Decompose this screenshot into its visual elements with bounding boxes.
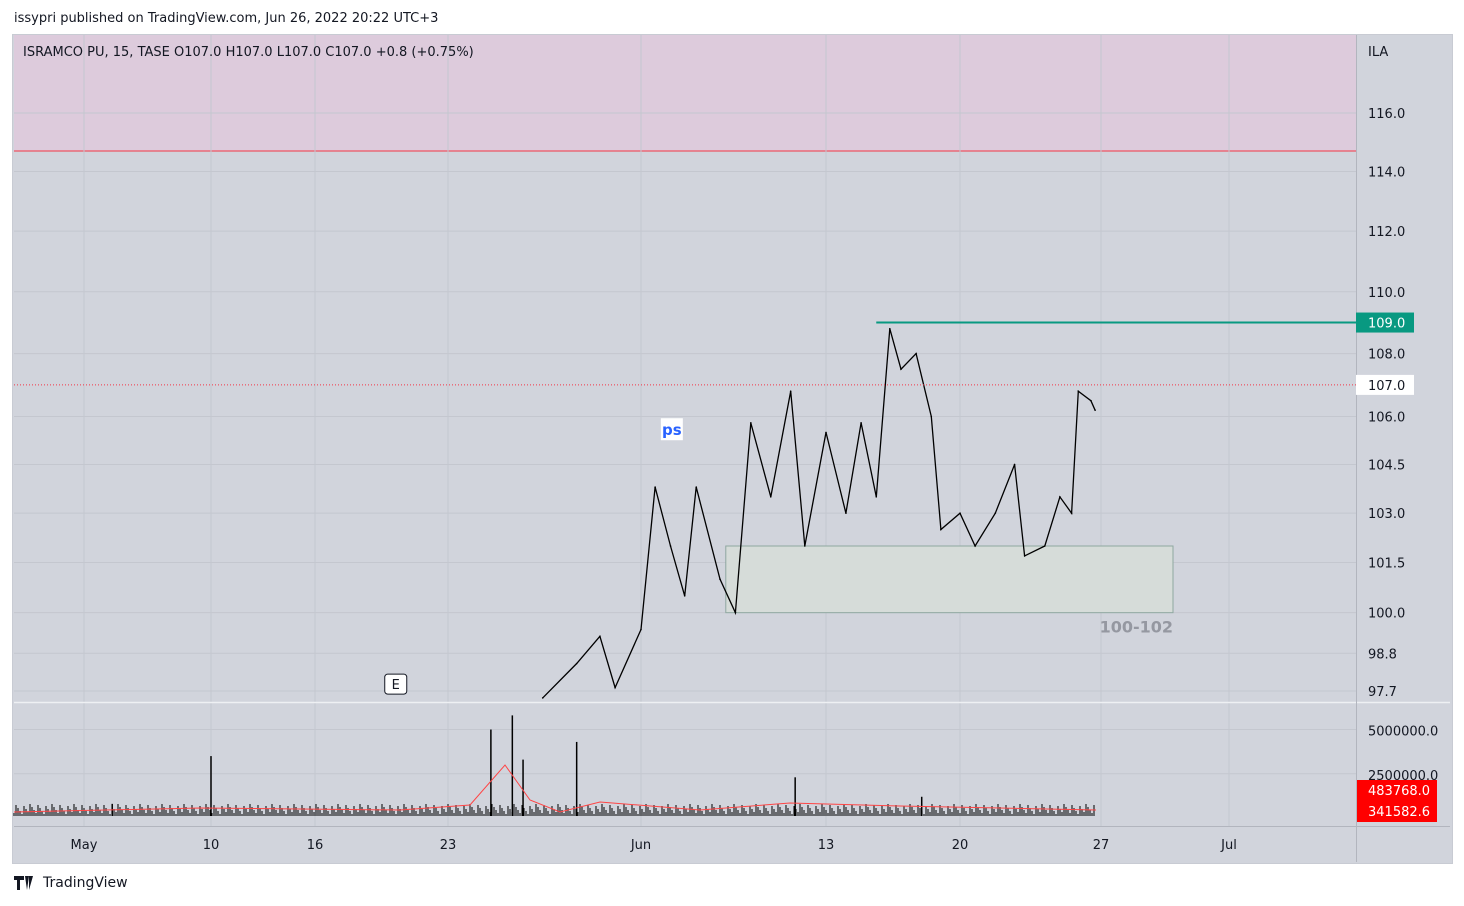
footer: TradingView [14,875,128,891]
x-tick-label: 16 [307,838,324,853]
y-tick-label: 114.0 [1368,166,1405,181]
price-point [734,611,737,614]
price-point [875,496,878,498]
price-point [1043,545,1046,547]
support-box-label: 100-102 [1100,618,1173,637]
x-tick-label: 23 [440,838,457,853]
last-price-badge [1356,374,1414,395]
currency-label: ILA [1368,45,1388,60]
support-box [725,545,1174,614]
price-point [683,595,686,597]
resistance-label: 109.0 [1368,317,1405,332]
price-point [541,697,544,699]
price-point [974,545,976,547]
y-tick-label: 108.0 [1368,348,1405,363]
tradingview-logo-icon [14,876,33,890]
resistance-badge [1356,312,1414,333]
price-point [789,390,792,392]
price-point [640,628,642,631]
price-point [654,486,656,488]
x-tick-label: 10 [203,838,220,853]
earnings-marker-label: E [392,678,400,693]
price-point [750,422,752,424]
x-tick-label: 13 [818,838,835,853]
volume-tick-label: 5000000.0 [1368,725,1438,740]
price-point [695,486,698,488]
volume-value-badge [1357,780,1437,801]
price-point [889,327,891,330]
price-point [1070,512,1073,514]
publish-info: issypri published on TradingView.com, Ju… [14,11,439,26]
y-tick-label: 116.0 [1368,107,1405,122]
price-point [860,422,862,424]
price-point [804,545,806,547]
price-point [1023,555,1026,557]
y-tick-label: 98.8 [1368,647,1397,662]
ps-annotation: ps [662,421,682,439]
price-point [1077,390,1080,392]
y-tick-label: 97.7 [1368,685,1397,700]
y-tick-label: 112.0 [1368,225,1405,240]
price-point [575,662,578,665]
price-point [940,528,942,531]
x-tick-label: May [71,838,98,853]
symbol-legend: ISRAMCO PU, 15, TASE O107.0 H107.0 L107.… [23,45,474,60]
volume-value-badge [1357,801,1437,822]
price-point [1094,409,1096,411]
ps-label-bg [660,418,683,441]
price-point [994,512,997,514]
x-tick-label: Jul [1220,838,1237,853]
price-point [719,578,721,580]
chart-frame[interactable] [12,34,1453,864]
price-point [1013,463,1016,466]
y-tick-label: 100.0 [1368,607,1405,622]
y-tick-label: 106.0 [1368,410,1405,425]
price-point [769,496,772,498]
y-tick-label: 103.0 [1368,507,1405,522]
y-tick-label: 104.5 [1368,458,1405,473]
price-point [614,686,616,689]
price-point [900,368,902,370]
x-tick-label: 20 [952,838,969,853]
last-price-label: 107.0 [1368,379,1405,394]
price-point [915,352,917,355]
price-point [845,512,847,514]
volume-value-label: 341582.6 [1368,805,1430,820]
volume-value-label: 483768.0 [1368,784,1430,799]
y-tick-label: 101.5 [1368,557,1405,572]
price-point [1090,399,1092,402]
y-tick-label: 110.0 [1368,286,1405,301]
earnings-marker [384,673,408,695]
price-point [669,545,672,547]
price-point [825,431,827,434]
x-tick-label: Jun [630,838,651,853]
footer-brand: TradingView [43,875,128,891]
x-tick-label: 27 [1093,838,1110,853]
upper-zone [14,35,1356,151]
price-point [1059,496,1061,498]
price-point [599,635,601,638]
price-point [959,512,961,514]
volume-ma-line [13,764,1097,813]
price-point [930,415,933,418]
